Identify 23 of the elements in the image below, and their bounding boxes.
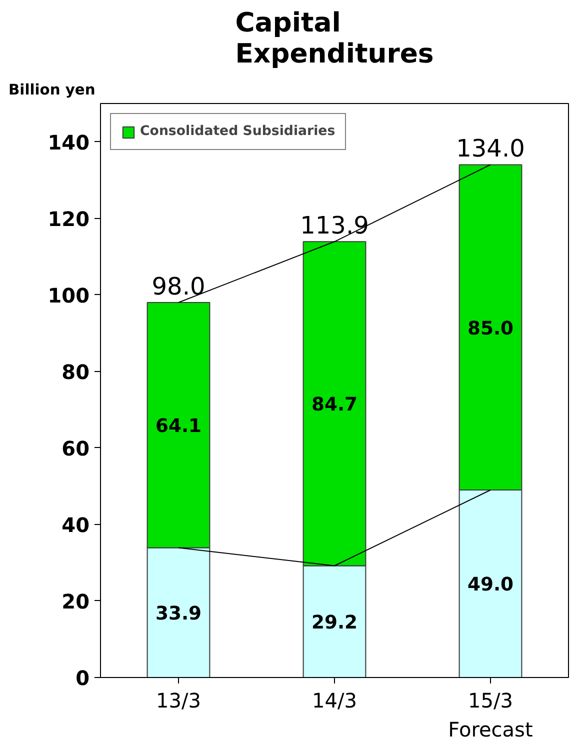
y-tick-label: 20 [62, 589, 90, 614]
chart-title: Capital Expenditures [235, 8, 434, 70]
data-label: 84.7 [311, 394, 358, 416]
y-tick-label: 120 [48, 206, 90, 231]
y-tick-label: 60 [62, 436, 90, 460]
total-label: 134.0 [456, 134, 525, 163]
y-tick-label: 80 [62, 360, 90, 384]
data-label: 33.9 [155, 604, 202, 625]
data-label: 29.2 [311, 612, 358, 634]
data-label: 85.0 [467, 318, 514, 340]
x-tick-label: 14/3 [312, 688, 357, 712]
x-tick-label: 15/3 Forecast [448, 688, 533, 742]
y-axis-title: Billion yen [8, 82, 96, 98]
data-label: 49.0 [467, 574, 514, 596]
legend-label: Consolidated Subsidiaries [140, 124, 336, 139]
y-tick-label: 140 [48, 130, 90, 154]
total-label: 98.0 [152, 272, 206, 300]
total-label: 113.9 [300, 212, 369, 240]
y-tick-label: 40 [62, 512, 90, 537]
x-tick-label: 13/3 [156, 688, 201, 712]
data-label: 64.1 [155, 416, 202, 438]
y-tick-label: 100 [48, 283, 90, 308]
y-tick-label: 0 [76, 666, 90, 690]
